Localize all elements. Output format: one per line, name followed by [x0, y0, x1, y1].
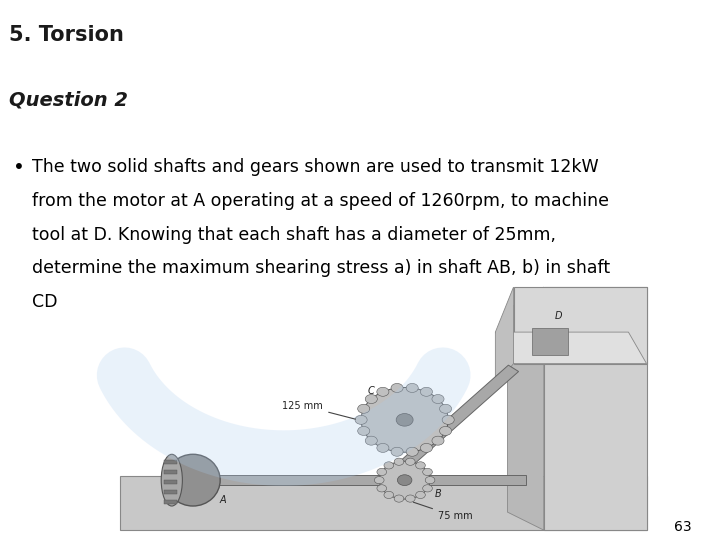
Circle shape [379, 461, 430, 499]
Circle shape [377, 387, 389, 396]
Circle shape [432, 436, 444, 445]
Circle shape [406, 383, 418, 393]
Text: B: B [435, 489, 441, 498]
Text: 5. Torsion: 5. Torsion [9, 25, 124, 45]
Text: Question 2: Question 2 [9, 90, 127, 110]
Text: •: • [13, 158, 24, 177]
Polygon shape [164, 460, 176, 464]
Circle shape [358, 404, 370, 413]
Polygon shape [164, 490, 176, 494]
Text: from the motor at A operating at a speed of 1260rpm, to machine: from the motor at A operating at a speed… [32, 192, 609, 210]
Circle shape [415, 462, 426, 469]
Ellipse shape [161, 454, 182, 506]
Circle shape [405, 495, 415, 502]
Circle shape [406, 447, 418, 456]
Circle shape [423, 468, 433, 476]
Circle shape [358, 427, 370, 435]
Polygon shape [164, 480, 176, 484]
Circle shape [415, 491, 426, 498]
Circle shape [423, 485, 433, 492]
Text: tool at D. Knowing that each shaft has a diameter of 25mm,: tool at D. Knowing that each shaft has a… [32, 226, 557, 244]
Text: C: C [368, 386, 374, 396]
Polygon shape [400, 365, 518, 468]
Text: A: A [220, 495, 227, 505]
Circle shape [394, 458, 404, 465]
Text: 125 mm: 125 mm [282, 401, 356, 419]
Text: The two solid shafts and gears shown are used to transmit 12kW: The two solid shafts and gears shown are… [32, 158, 599, 177]
Polygon shape [205, 475, 526, 485]
Ellipse shape [166, 454, 220, 506]
Circle shape [377, 443, 389, 453]
Circle shape [374, 477, 384, 484]
Circle shape [442, 415, 454, 424]
Circle shape [377, 468, 387, 476]
Polygon shape [544, 287, 647, 530]
Circle shape [439, 427, 451, 435]
Polygon shape [164, 470, 176, 474]
Circle shape [361, 388, 448, 453]
Polygon shape [531, 328, 568, 355]
Circle shape [394, 495, 404, 502]
Circle shape [365, 436, 377, 445]
Circle shape [432, 395, 444, 403]
Circle shape [426, 477, 435, 484]
Circle shape [420, 387, 433, 396]
Circle shape [384, 491, 394, 498]
Text: 75 mm: 75 mm [413, 502, 472, 521]
Circle shape [396, 414, 413, 426]
Circle shape [391, 447, 403, 456]
Text: CD: CD [32, 293, 58, 311]
Polygon shape [508, 287, 544, 530]
Polygon shape [164, 500, 176, 504]
Text: 63: 63 [674, 519, 691, 534]
Polygon shape [495, 287, 513, 386]
Circle shape [355, 415, 367, 424]
Polygon shape [495, 332, 647, 363]
Circle shape [391, 383, 403, 393]
Circle shape [384, 462, 394, 469]
Polygon shape [120, 476, 647, 530]
Text: D: D [555, 312, 562, 321]
Circle shape [405, 458, 415, 465]
Text: determine the maximum shearing stress a) in shaft AB, b) in shaft: determine the maximum shearing stress a)… [32, 259, 611, 277]
Circle shape [420, 443, 433, 453]
Circle shape [365, 395, 377, 403]
Circle shape [377, 485, 387, 492]
Circle shape [397, 475, 412, 485]
Circle shape [439, 404, 451, 413]
Polygon shape [513, 287, 647, 363]
